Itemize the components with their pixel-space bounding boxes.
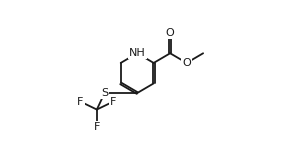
Text: F: F xyxy=(77,97,83,107)
Text: O: O xyxy=(166,28,175,38)
Text: O: O xyxy=(182,58,191,68)
Text: F: F xyxy=(94,122,100,132)
Text: S: S xyxy=(101,88,108,98)
Text: NH: NH xyxy=(129,48,146,58)
Text: F: F xyxy=(110,97,117,107)
